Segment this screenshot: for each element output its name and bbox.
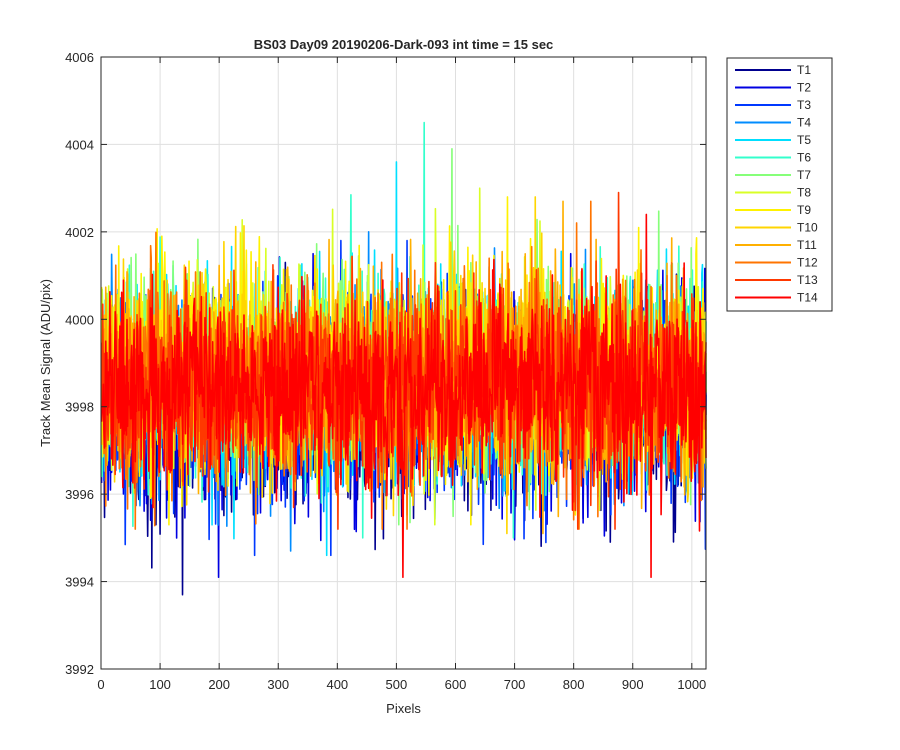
legend-label-t6: T6 bbox=[797, 151, 811, 165]
legend-label-t3: T3 bbox=[797, 98, 811, 112]
x-axis-label: Pixels bbox=[386, 701, 421, 716]
y-tick-label: 3992 bbox=[65, 662, 94, 677]
y-tick-label: 3998 bbox=[65, 400, 94, 415]
legend-label-t5: T5 bbox=[797, 133, 811, 147]
legend-label-t2: T2 bbox=[797, 81, 811, 95]
series-lines bbox=[100, 121, 707, 596]
legend-label-t12: T12 bbox=[797, 256, 818, 270]
tick-marks bbox=[100, 56, 706, 670]
legend-label-t13: T13 bbox=[797, 273, 818, 287]
x-tick-label: 500 bbox=[386, 677, 408, 692]
legend-label-t4: T4 bbox=[797, 116, 811, 130]
legend-label-t7: T7 bbox=[797, 168, 811, 182]
y-tick-label: 3996 bbox=[65, 487, 94, 502]
x-tick-label: 100 bbox=[149, 677, 171, 692]
legend: T1 T2 T3 T4 T5 T6 T7 T8 T9 T10 T11 T12 T13 T14 bbox=[726, 57, 833, 312]
legend-label-t9: T9 bbox=[797, 203, 811, 217]
legend-label-t11: T11 bbox=[797, 238, 817, 252]
y-tick-label: 4000 bbox=[65, 312, 94, 327]
x-tick-label: 300 bbox=[267, 677, 289, 692]
plot-area bbox=[100, 56, 707, 670]
x-tick-label: 200 bbox=[208, 677, 230, 692]
series-line-t14 bbox=[100, 213, 707, 578]
x-tick-label: 600 bbox=[445, 677, 467, 692]
y-tick-label: 3994 bbox=[65, 575, 94, 590]
chart-title: BS03 Day09 20190206-Dark-093 int time = … bbox=[254, 37, 554, 52]
legend-label-t10: T10 bbox=[797, 221, 818, 235]
y-tick-label: 4002 bbox=[65, 225, 94, 240]
y-tick-label: 4004 bbox=[65, 137, 94, 152]
legend-box bbox=[726, 57, 833, 312]
x-tick-label: 800 bbox=[563, 677, 585, 692]
y-axis-label: Track Mean Signal (ADU/pix) bbox=[38, 279, 53, 447]
x-tick-label: 700 bbox=[504, 677, 526, 692]
axes-box bbox=[100, 56, 707, 670]
legend-label-t1: T1 bbox=[797, 63, 811, 77]
x-tick-label: 1000 bbox=[677, 677, 706, 692]
x-tick-label: 400 bbox=[326, 677, 348, 692]
x-tick-label: 900 bbox=[622, 677, 644, 692]
y-tick-label: 4006 bbox=[65, 50, 94, 65]
legend-label-t8: T8 bbox=[797, 186, 811, 200]
legend-label-t14: T14 bbox=[797, 291, 818, 305]
x-tick-label: 0 bbox=[97, 677, 104, 692]
